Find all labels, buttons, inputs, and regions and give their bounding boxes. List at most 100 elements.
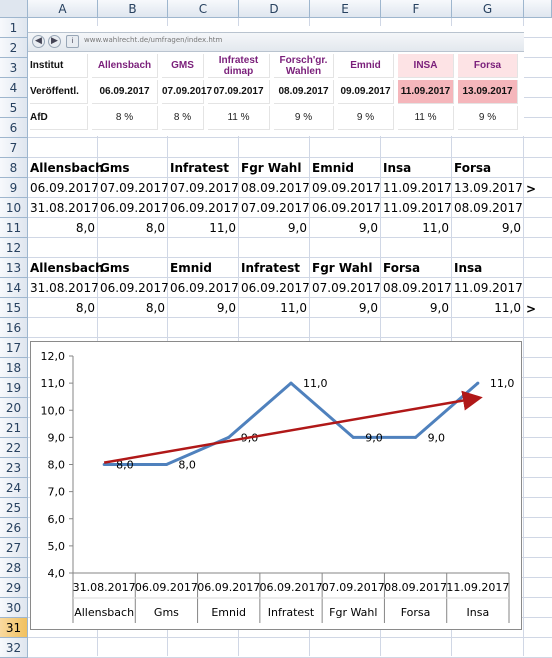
row-header-17[interactable]: 17 <box>0 338 28 358</box>
row-header-15[interactable]: 15 <box>0 298 28 318</box>
column-header-d[interactable]: D <box>239 0 310 18</box>
column-header-a[interactable]: A <box>28 0 98 18</box>
date-cell[interactable]: 31.08.2017 <box>30 198 99 218</box>
institute-header-cell[interactable]: Fgr Wahl <box>241 158 301 178</box>
row-header-21[interactable]: 21 <box>0 418 28 438</box>
row-header-18[interactable]: 18 <box>0 358 28 378</box>
row-header-8[interactable]: 8 <box>0 158 28 178</box>
poll-date-cell: 11.09.2017 <box>398 80 454 104</box>
row-header-12[interactable]: 12 <box>0 238 28 258</box>
row-header-30[interactable]: 30 <box>0 598 28 618</box>
date-cell[interactable]: 06.09.2017 <box>100 198 169 218</box>
row-header-24[interactable]: 24 <box>0 478 28 498</box>
row-header-5[interactable]: 5 <box>0 98 28 118</box>
value-cell[interactable]: 9,0 <box>310 298 378 318</box>
institute-header-cell[interactable]: Infratest <box>170 158 229 178</box>
row-header-31[interactable]: 31 <box>0 618 28 638</box>
institute-header-cell[interactable]: Forsa <box>383 258 420 278</box>
grid-hline <box>28 637 552 638</box>
date-cell[interactable]: 11.09.2017 <box>383 178 452 198</box>
date-cell[interactable]: 07.09.2017 <box>312 278 381 298</box>
date-cell[interactable]: 11.09.2017 <box>383 198 452 218</box>
row-header-2[interactable]: 2 <box>0 38 28 58</box>
row-header-20[interactable]: 20 <box>0 398 28 418</box>
select-all-corner[interactable] <box>0 0 28 18</box>
value-cell[interactable]: 11,0 <box>168 218 236 238</box>
date-cell[interactable]: 31.08.2017 <box>30 278 99 298</box>
date-cell[interactable]: 08.09.2017 <box>241 178 310 198</box>
value-cell[interactable]: 8,0 <box>28 218 95 238</box>
institute-header-cell[interactable]: Insa <box>454 258 482 278</box>
row-header-13[interactable]: 13 <box>0 258 28 278</box>
date-cell[interactable]: 06.09.2017 <box>100 278 169 298</box>
institute-header-cell[interactable]: Emnid <box>312 158 354 178</box>
value-cell[interactable]: 11,0 <box>452 298 521 318</box>
institute-header-cell[interactable]: Insa <box>383 158 411 178</box>
date-cell[interactable]: 13.09.2017 <box>454 178 523 198</box>
date-cell[interactable]: 06.09.2017 <box>312 198 381 218</box>
row-header-6[interactable]: 6 <box>0 118 28 138</box>
data-label: 9,0 <box>365 431 383 444</box>
institute-header-cell[interactable]: Allensbach <box>30 258 104 278</box>
value-cell[interactable]: 8,0 <box>98 298 165 318</box>
row-header-14[interactable]: 14 <box>0 278 28 298</box>
x-category-label: Insa <box>467 606 490 619</box>
institute-header-cell[interactable]: Fgr Wahl <box>312 258 372 278</box>
poll-date-cell: 13.09.2017 <box>458 80 518 104</box>
institute-header-cell[interactable]: Forsa <box>454 158 491 178</box>
date-cell[interactable]: 11.09.2017 <box>454 278 523 298</box>
date-cell[interactable]: 09.09.2017 <box>312 178 381 198</box>
date-cell[interactable]: 08.09.2017 <box>454 198 523 218</box>
line-chart[interactable]: 4,0 5,0 6,0 7,0 8,0 9,0 10,0 11,0 12,0 31.08.2017… <box>30 341 522 630</box>
column-header-h[interactable] <box>524 0 552 18</box>
row-header-1[interactable]: 1 <box>0 18 28 38</box>
poll-date-cell: 09.09.2017 <box>338 80 394 104</box>
column-header-e[interactable]: E <box>310 0 381 18</box>
row-header-32[interactable]: 32 <box>0 638 28 658</box>
date-cell[interactable]: 06.09.2017 <box>30 178 99 198</box>
value-cell[interactable]: 9,0 <box>452 218 521 238</box>
value-cell[interactable]: 8,0 <box>28 298 95 318</box>
date-cell[interactable]: 07.09.2017 <box>100 178 169 198</box>
row-header-3[interactable]: 3 <box>0 58 28 78</box>
value-cell[interactable]: 11,0 <box>239 298 307 318</box>
row-header-25[interactable]: 25 <box>0 498 28 518</box>
institute-header-cell[interactable]: Emnid <box>170 258 212 278</box>
row-header-16[interactable]: 16 <box>0 318 28 338</box>
column-header-f[interactable]: F <box>381 0 452 18</box>
column-header-c[interactable]: C <box>168 0 239 18</box>
row-header-26[interactable]: 26 <box>0 518 28 538</box>
poll-value-cell: 8 % <box>162 106 204 130</box>
date-cell[interactable]: 06.09.2017 <box>170 198 239 218</box>
date-cell[interactable]: 08.09.2017 <box>383 278 452 298</box>
value-cell[interactable]: 8,0 <box>98 218 165 238</box>
row-header-23[interactable]: 23 <box>0 458 28 478</box>
institute-header-cell[interactable]: Gms <box>100 158 130 178</box>
institute-header-cell[interactable]: Allensbach <box>30 158 104 178</box>
row-header-19[interactable]: 19 <box>0 378 28 398</box>
y-tick-label: 9,0 <box>48 431 66 444</box>
chart-svg: 4,05,06,07,08,09,010,011,012,031.08.2017… <box>31 342 523 631</box>
row-header-7[interactable]: 7 <box>0 138 28 158</box>
value-cell[interactable]: 9,0 <box>239 218 307 238</box>
column-header-b[interactable]: B <box>98 0 168 18</box>
row-header-27[interactable]: 27 <box>0 538 28 558</box>
value-cell[interactable]: 9,0 <box>310 218 378 238</box>
row-header-4[interactable]: 4 <box>0 78 28 98</box>
date-cell[interactable]: 06.09.2017 <box>241 278 310 298</box>
value-cell[interactable]: 11,0 <box>381 218 449 238</box>
institute-header-cell[interactable]: Infratest <box>241 258 300 278</box>
date-cell[interactable]: 06.09.2017 <box>170 278 239 298</box>
row-header-29[interactable]: 29 <box>0 578 28 598</box>
row-header-9[interactable]: 9 <box>0 178 28 198</box>
row-header-10[interactable]: 10 <box>0 198 28 218</box>
date-cell[interactable]: 07.09.2017 <box>241 198 310 218</box>
row-header-28[interactable]: 28 <box>0 558 28 578</box>
value-cell[interactable]: 9,0 <box>168 298 236 318</box>
value-cell[interactable]: 9,0 <box>381 298 449 318</box>
row-header-22[interactable]: 22 <box>0 438 28 458</box>
institute-header-cell[interactable]: Gms <box>100 258 130 278</box>
column-header-g[interactable]: G <box>452 0 524 18</box>
row-header-11[interactable]: 11 <box>0 218 28 238</box>
date-cell[interactable]: 07.09.2017 <box>170 178 239 198</box>
